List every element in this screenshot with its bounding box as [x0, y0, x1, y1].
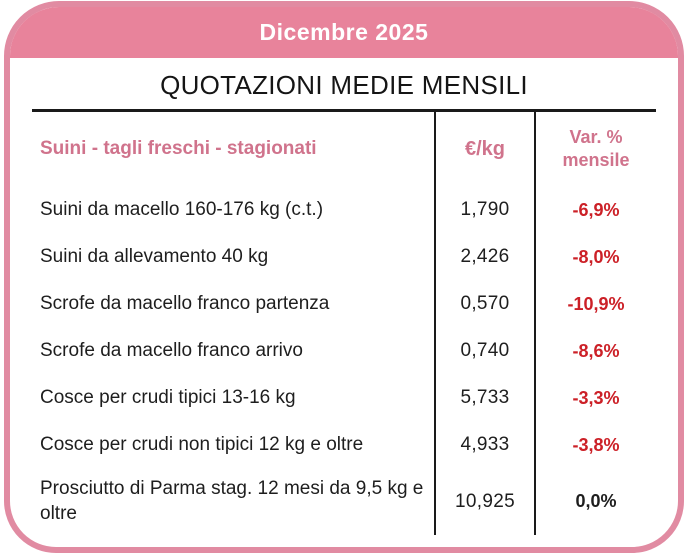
- row-variation: -8,0%: [534, 233, 656, 281]
- row-variation: -6,9%: [534, 186, 656, 234]
- column-header-variation-label: Var. % mensile: [562, 126, 630, 171]
- row-variation: -10,9%: [534, 280, 656, 328]
- column-header-price: €/kg: [434, 110, 535, 187]
- table-row: Cosce per crudi non tipici 12 kg e oltre…: [32, 421, 656, 469]
- month-banner: Dicembre 2025: [10, 7, 678, 58]
- table-row: Prosciutto di Parma stag. 12 mesi da 9,5…: [32, 468, 656, 535]
- table-row: Cosce per crudi tipici 13-16 kg 5,733 -3…: [32, 374, 656, 422]
- row-variation: -3,8%: [534, 421, 656, 469]
- quotations-table: Suini - tagli freschi - stagionati €/kg …: [32, 108, 656, 535]
- row-label: Cosce per crudi tipici 13-16 kg: [40, 386, 296, 408]
- row-label: Prosciutto di Parma stag. 12 mesi da 9,5…: [40, 477, 424, 524]
- table-row: Scrofe da macello franco arrivo 0,740 -8…: [32, 327, 656, 375]
- row-price: 2,426: [434, 233, 535, 281]
- table-row: Scrofe da macello franco partenza 0,570 …: [32, 280, 656, 328]
- row-price: 0,570: [434, 280, 535, 328]
- row-variation: -8,6%: [534, 327, 656, 375]
- column-header-category: Suini - tagli freschi - stagionati: [40, 138, 317, 160]
- row-variation: -3,3%: [534, 374, 656, 422]
- banner-title: Dicembre 2025: [259, 19, 429, 45]
- row-label: Suini da allevamento 40 kg: [40, 245, 269, 267]
- column-header-variation: Var. % mensile: [534, 110, 656, 187]
- row-label: Cosce per crudi non tipici 12 kg e oltre: [40, 433, 364, 455]
- row-label: Scrofe da macello franco arrivo: [40, 339, 303, 361]
- header-row: Suini - tagli freschi - stagionati €/kg …: [32, 110, 656, 187]
- quotations-card: Dicembre 2025 QUOTAZIONI MEDIE MENSILI S…: [4, 1, 684, 553]
- table-row: Suini da macello 160-176 kg (c.t.) 1,790…: [32, 186, 656, 234]
- row-price: 5,733: [434, 374, 535, 422]
- row-label: Suini da macello 160-176 kg (c.t.): [40, 198, 324, 220]
- row-price: 4,933: [434, 421, 535, 469]
- table-title: QUOTAZIONI MEDIE MENSILI: [160, 70, 528, 100]
- row-variation: 0,0%: [534, 468, 656, 535]
- table-row: Suini da allevamento 40 kg 2,426 -8,0%: [32, 233, 656, 281]
- row-price: 0,740: [434, 327, 535, 375]
- row-price: 1,790: [434, 186, 535, 234]
- row-label: Scrofe da macello franco partenza: [40, 292, 330, 314]
- row-price: 10,925: [434, 468, 535, 535]
